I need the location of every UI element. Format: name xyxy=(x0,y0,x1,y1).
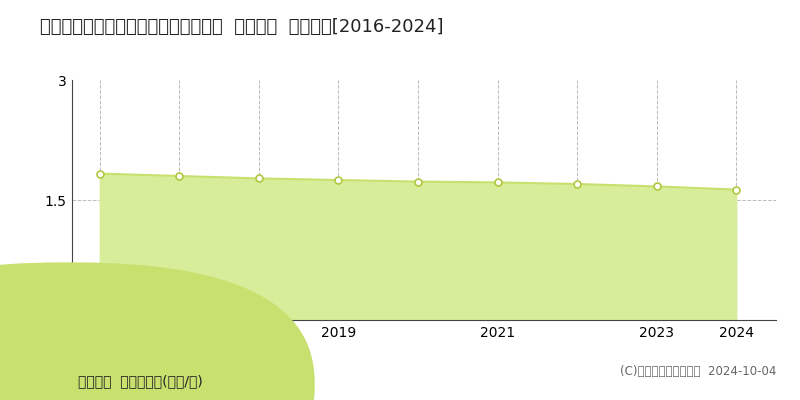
Text: 奈良県吉野郡天川村大字坪内１７番１  基準地価  地価推移[2016-2024]: 奈良県吉野郡天川村大字坪内１７番１ 基準地価 地価推移[2016-2024] xyxy=(40,18,443,36)
Point xyxy=(650,183,663,190)
Text: 基準地価  平均坪単価(万円/坪): 基準地価 平均坪単価(万円/坪) xyxy=(78,374,203,388)
Point xyxy=(253,175,266,182)
Point xyxy=(491,179,504,186)
Point xyxy=(570,181,583,187)
Point xyxy=(173,173,186,179)
Point xyxy=(412,178,425,185)
Point xyxy=(332,177,345,183)
Point xyxy=(730,186,742,193)
Point xyxy=(94,170,106,177)
Text: (C)土地価格ドットコム  2024-10-04: (C)土地価格ドットコム 2024-10-04 xyxy=(620,365,776,378)
